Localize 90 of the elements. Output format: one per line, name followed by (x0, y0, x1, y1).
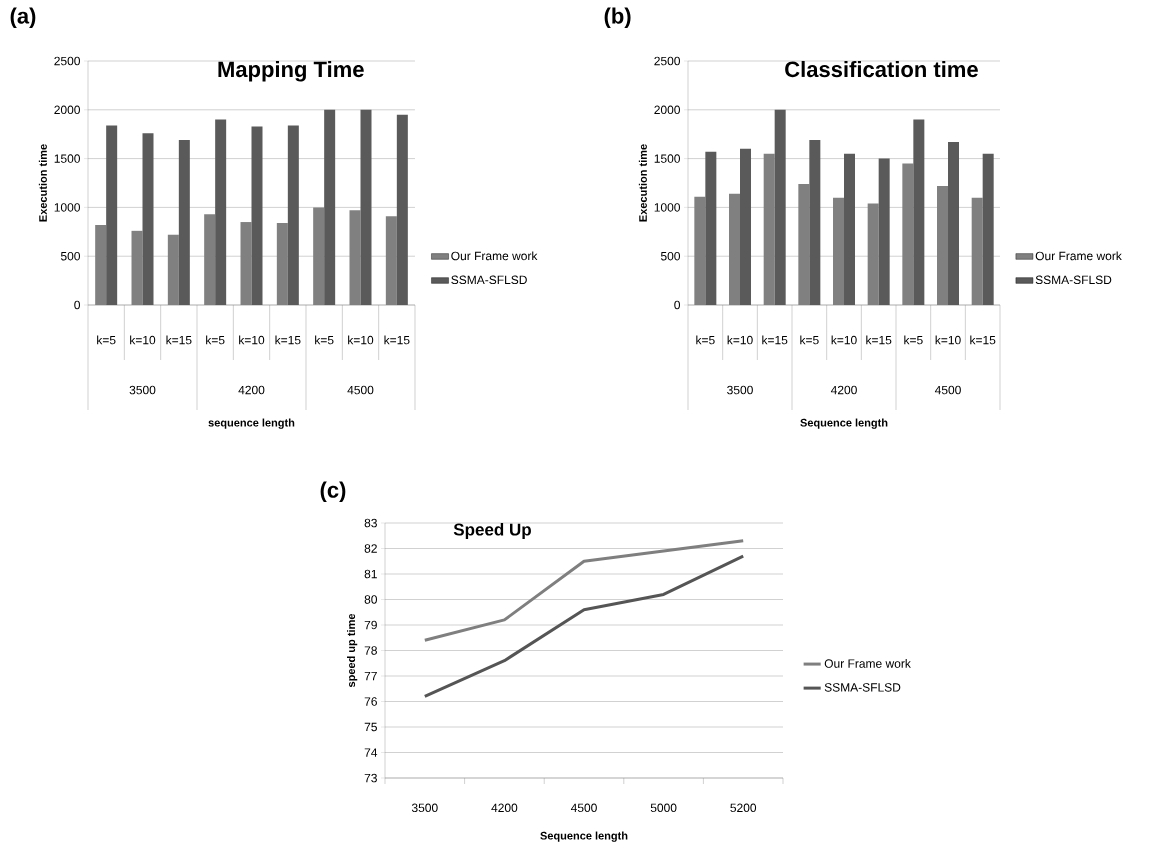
x-axis-title: sequence length (208, 418, 295, 429)
y-tick-label: 0 (674, 300, 681, 310)
y-tick-label: 1500 (654, 154, 681, 163)
y-tick-label: 500 (660, 251, 681, 261)
text: 4200 (830, 385, 857, 395)
bar (982, 153, 994, 306)
x-tick-label: k=15 (384, 335, 410, 345)
y-tick-label: 73 (364, 773, 377, 783)
legend-label: SSMA-SFLSD (451, 275, 527, 285)
legend-label: Our Frame work (824, 658, 911, 668)
line-series (423, 554, 745, 698)
x-tick-label: k=10 (239, 335, 265, 345)
legend-label: SSMA-SFLSD (824, 683, 901, 692)
bar (948, 142, 960, 306)
y-tick-label: 83 (364, 518, 377, 528)
y-tick-label: 82 (364, 544, 377, 553)
bar (809, 140, 821, 306)
x-tick-label: k=15 (166, 335, 192, 345)
text: (b) (604, 7, 631, 29)
bar (705, 151, 717, 306)
text: 3500 (129, 385, 156, 395)
text: 4500 (934, 385, 961, 395)
x-tick-label: k=5 (97, 335, 116, 345)
y-tick-label: 80 (364, 595, 378, 604)
x-tick-label: k=15 (275, 335, 301, 345)
chart-title: Classification time (785, 60, 978, 78)
bar (142, 133, 154, 306)
y-tick-label: 1000 (654, 203, 681, 212)
chart-title: Mapping Time (218, 60, 364, 82)
chart-title: Speed Up (453, 523, 531, 539)
bar (178, 140, 190, 306)
y-tick-label: 1500 (54, 154, 80, 163)
y-tick-label: 77 (364, 671, 377, 681)
x-tick-label: k=10 (130, 335, 156, 345)
bar (251, 126, 263, 306)
x-tick-label: k=5 (696, 335, 715, 345)
text: 4500 (347, 385, 374, 395)
y-axis-title: Execution time (638, 144, 647, 222)
y-tick-label: 76 (364, 697, 377, 706)
text: (a) (10, 7, 36, 29)
x-axis-title: Sequence length (540, 831, 628, 842)
x-axis-title: Sequence length (800, 418, 888, 429)
bar (844, 153, 856, 306)
y-tick-label: 79 (364, 620, 377, 630)
y-tick-label: 74 (364, 748, 378, 757)
bar (913, 119, 925, 306)
y-tick-label: 2000 (54, 105, 80, 115)
y-tick-label: 75 (364, 722, 377, 732)
y-tick-label: 1000 (54, 203, 80, 212)
x-tick-label: k=15 (762, 335, 788, 345)
x-tick-label: 3500 (411, 803, 438, 813)
legend-label: Our Frame work (451, 251, 538, 261)
x-tick-label: k=10 (727, 335, 753, 345)
text: 4200 (238, 385, 265, 395)
bar (287, 125, 299, 306)
y-tick-label: 2500 (54, 56, 80, 66)
x-tick-label: k=10 (831, 335, 857, 345)
x-tick-label: k=10 (348, 335, 374, 345)
x-tick-label: k=15 (970, 335, 996, 345)
legend-label: SSMA-SFLSD (1035, 275, 1112, 285)
y-tick-label: 81 (364, 569, 377, 579)
y-axis-title: speed up time (347, 613, 358, 688)
legend-label: Our Frame work (1035, 251, 1122, 261)
x-tick-label: 4500 (570, 803, 597, 813)
bar (106, 125, 118, 306)
x-tick-label: k=5 (904, 335, 923, 345)
bar (215, 119, 227, 306)
x-tick-label: 5000 (650, 803, 677, 813)
text: 3500 (727, 385, 753, 395)
y-tick-label: 78 (364, 646, 377, 655)
line-series (423, 539, 745, 642)
y-tick-label: 500 (60, 251, 80, 261)
x-tick-label: k=15 (866, 335, 892, 345)
x-tick-label: 5200 (730, 803, 757, 813)
x-tick-label: 4200 (491, 803, 518, 813)
y-tick-label: 0 (74, 300, 81, 310)
y-tick-label: 2500 (654, 56, 681, 66)
y-tick-label: 2000 (654, 105, 681, 115)
bar (324, 109, 336, 306)
x-tick-label: k=5 (800, 335, 819, 345)
text: (c) (320, 481, 346, 503)
x-tick-label: k=5 (315, 335, 334, 345)
bar (774, 109, 786, 306)
bar (360, 109, 372, 306)
x-tick-label: k=5 (206, 335, 225, 345)
bar (396, 114, 408, 306)
x-tick-label: k=10 (935, 335, 961, 345)
bar (740, 148, 752, 306)
bar (878, 158, 890, 306)
y-axis-title: Execution time (38, 144, 47, 222)
